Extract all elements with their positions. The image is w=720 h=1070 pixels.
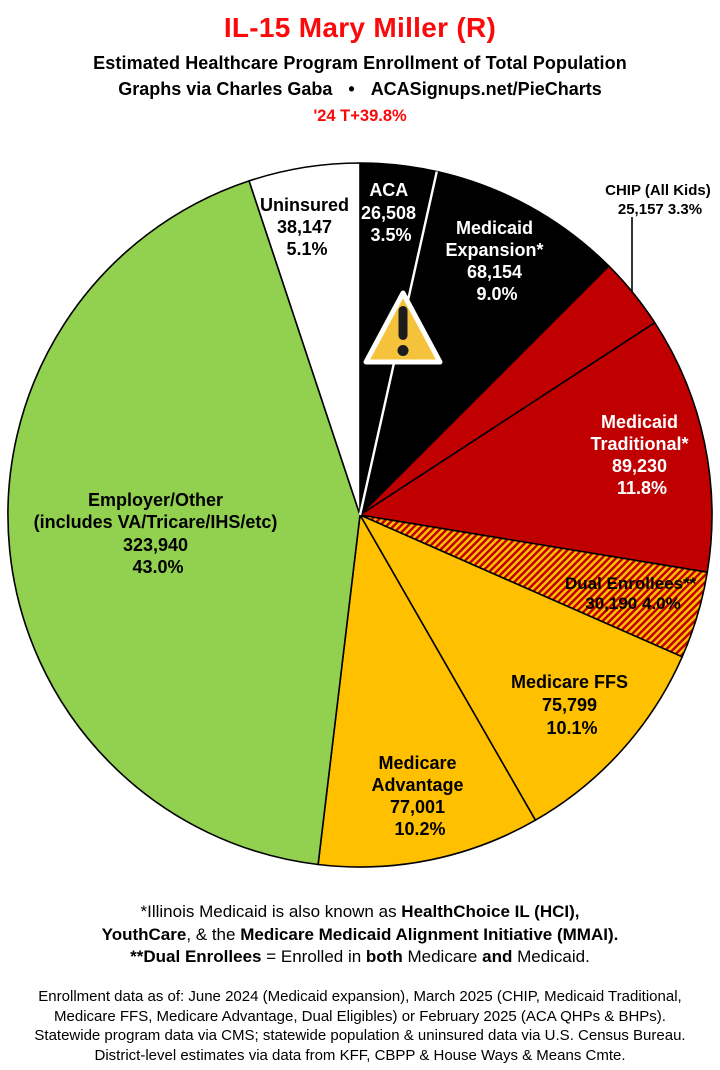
footnote-text-bold: YouthCare: [101, 924, 187, 944]
footnote-text: = Enrolled in: [261, 947, 366, 966]
warning-triangle-icon: [363, 290, 443, 365]
footnote-dual-enrollees: **Dual Enrollees = Enrolled in both Medi…: [0, 946, 720, 969]
source-line: Enrollment data as of: June 2024 (Medica…: [38, 988, 682, 1005]
pie-slice-medicare-advantage: [317, 514, 537, 868]
footnote-text-bold: and: [482, 947, 513, 966]
footnote-text-bold: **Dual Enrollees: [130, 947, 262, 966]
footnote-text-bold: HealthChoice IL (HCI),: [401, 902, 580, 921]
source-line: Medicare FFS, Medicare Advantage, Dual E…: [54, 1007, 666, 1025]
slice-label-chip: CHIP (All Kids) 25,157 3.3%: [605, 182, 715, 218]
slice-label-uninsured: Uninsured 38,147 5.1%: [260, 195, 354, 259]
footnote-text: *Illinois Medicaid is also known as: [140, 902, 402, 921]
slice-label-medicaid-expansion: Medicaid Expansion* 68,154 9.0%: [445, 218, 548, 304]
bullet-separator: •: [348, 79, 355, 99]
subtitle: Estimated Healthcare Program Enrollment …: [93, 53, 627, 73]
pie-slices: [7, 162, 713, 868]
slice-label-dual-enrollees: Dual Enrollees** 30,190 4.0%: [565, 574, 701, 613]
site-link-text: ACASignups.net/PieCharts: [370, 79, 602, 99]
pie-chart-svg: ACA 26,508 3.5% Medicaid Expansion* 68,1…: [7, 162, 715, 868]
page-title: IL-15 Mary Miller (R): [223, 12, 497, 43]
footnote-text-bold: Medicare Medicaid Alignment Initiative (…: [240, 924, 619, 944]
attribution-line: Graphs via Charles Gaba • ACASignups.net…: [0, 79, 720, 100]
footnote-text: , & the: [186, 924, 241, 944]
pie-slice-employer-other: [7, 180, 361, 866]
slice-label-employer-other: Employer/Other (includes VA/Tricare/IHS/…: [34, 490, 283, 577]
footnote-block: *Illinois Medicaid is also known as Heal…: [0, 901, 720, 969]
footnote-text: Medicare: [402, 947, 483, 966]
source-line: District-level estimates via data from K…: [94, 1046, 626, 1064]
slice-label-medicaid-traditional: Medicaid Traditional* 89,230 11.8%: [590, 412, 693, 498]
footnote-text-bold: both: [365, 947, 403, 966]
pie-slice-medicare-ffs: [359, 514, 683, 821]
slice-label-medicare-ffs: Medicare FFS 75,799 10.1%: [511, 672, 633, 738]
slice-label-medicare-advantage: Medicare Advantage 77,001 10.2%: [371, 753, 468, 839]
pie-slice-uninsured: [248, 162, 361, 516]
footnote-medicaid-line1: *Illinois Medicaid is also known as Heal…: [0, 901, 720, 924]
footnote-medicaid-line2: YouthCare, & the Medicare Medicaid Align…: [0, 924, 720, 947]
delta-stat: '24 T+39.8%: [313, 107, 407, 125]
pie-slice-medicaid-traditional: [359, 321, 713, 573]
header: IL-15 Mary Miller (R) Estimated Healthca…: [0, 12, 720, 126]
footnote-text: Medicaid.: [512, 947, 590, 966]
source-line: Statewide program data via CMS; statewid…: [34, 1027, 686, 1044]
slice-label-aca: ACA 26,508 3.5%: [361, 180, 421, 245]
source-note-block: Enrollment data as of: June 2024 (Medica…: [0, 987, 720, 1065]
attribution-text: Graphs via Charles Gaba: [118, 79, 333, 99]
pie-slice-medicaid-expansion: [359, 170, 610, 516]
